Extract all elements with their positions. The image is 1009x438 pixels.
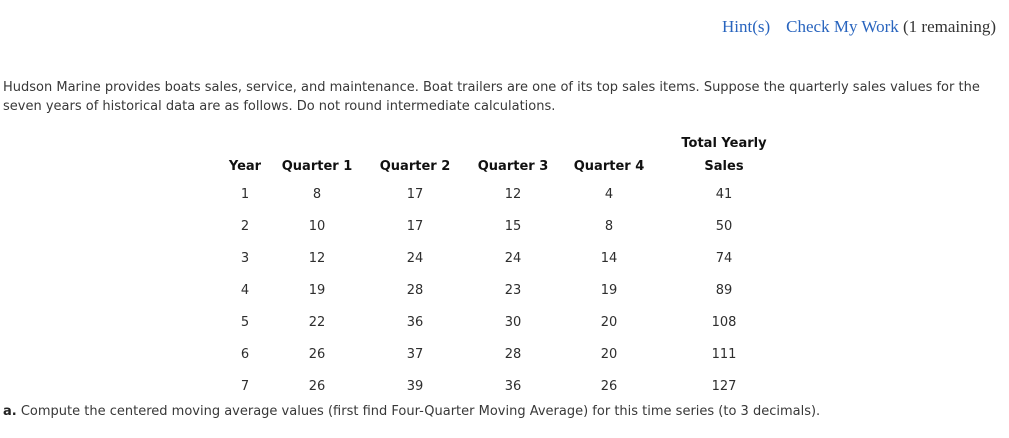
table-cell: 24	[504, 250, 522, 266]
table-cell: 7	[240, 378, 250, 394]
check-my-work-remaining-badge: (1 remaining)	[903, 17, 996, 36]
quarterly-sales-table: Year Quarter 1 Quarter 2 Quarter 3 Quart…	[221, 131, 791, 402]
table-cell: 28	[504, 346, 522, 362]
table-cell: 74	[715, 250, 733, 266]
table-row: 7 26 39 36 26 127	[221, 370, 791, 402]
table-cell: 39	[406, 378, 424, 394]
table-cell: 1	[240, 186, 250, 202]
table-cell: 12	[504, 186, 522, 202]
table-cell: 20	[600, 346, 618, 362]
table-cell: 15	[504, 218, 522, 234]
table-cell: 8	[604, 218, 614, 234]
check-my-work-link[interactable]: Check My Work	[786, 17, 899, 36]
table-header-quarter-2: Quarter 2	[379, 159, 451, 174]
problem-intro-line2: seven years of historical data are as fo…	[3, 98, 556, 114]
table-cell: 22	[308, 314, 326, 330]
table-header-row: Year Quarter 1 Quarter 2 Quarter 3 Quart…	[221, 131, 791, 178]
table-cell: 4	[604, 186, 614, 202]
problem-intro-line1: Hudson Marine provides boats sales, serv…	[3, 80, 980, 95]
table-row: 6 26 37 28 20 111	[221, 338, 791, 370]
table-header-quarter-1: Quarter 1	[281, 159, 353, 174]
table-body: 1 8 17 12 4 41 2 10 17 15 8 50 3 12 24 24 14 74 4 19 28 23 19 8…	[221, 178, 791, 402]
table-row: 3 12 24 24 14 74	[221, 242, 791, 274]
table-cell: 4	[240, 282, 250, 298]
toolbar: Hint(s) Check My Work (1 remaining)	[722, 17, 996, 37]
table-cell: 111	[711, 346, 737, 362]
table-cell: 6	[240, 346, 250, 362]
table-cell: 2	[240, 218, 250, 234]
table-cell: 30	[504, 314, 522, 330]
table-header-total-yearly-sales: Total Yearly Sales	[657, 131, 791, 178]
table-cell: 26	[308, 378, 326, 394]
table-row: 1 8 17 12 4 41	[221, 178, 791, 210]
table-cell: 20	[600, 314, 618, 330]
table-cell: 3	[240, 250, 250, 266]
problem-intro: Hudson Marine provides boats sales, serv…	[3, 79, 1007, 116]
table-cell: 8	[312, 186, 322, 202]
part-a-statement: a. Compute the centered moving average v…	[3, 404, 820, 419]
table-cell: 19	[308, 282, 326, 298]
total-yearly-label: Total Yearly	[681, 136, 767, 151]
table-cell: 5	[240, 314, 250, 330]
table-cell: 12	[308, 250, 326, 266]
part-a-text: Compute the centered moving average valu…	[16, 404, 821, 419]
table-cell: 41	[715, 186, 733, 202]
table-cell: 89	[715, 282, 733, 298]
table-cell: 24	[406, 250, 424, 266]
table-row: 4 19 28 23 19 89	[221, 274, 791, 306]
table-header-year: Year	[228, 159, 262, 174]
table-cell: 36	[406, 314, 424, 330]
table-cell: 26	[600, 378, 618, 394]
table-row: 2 10 17 15 8 50	[221, 210, 791, 242]
table-cell: 17	[406, 186, 424, 202]
table-cell: 23	[504, 282, 522, 298]
table-cell: 28	[406, 282, 424, 298]
table-cell: 17	[406, 218, 424, 234]
table-cell: 26	[308, 346, 326, 362]
part-a-label: a.	[3, 404, 17, 419]
hints-link[interactable]: Hint(s)	[721, 17, 771, 36]
table-cell: 37	[406, 346, 424, 362]
table-header-quarter-4: Quarter 4	[573, 159, 645, 174]
sales-label: Sales	[704, 159, 744, 174]
table-cell: 19	[600, 282, 618, 298]
table-cell: 10	[308, 218, 326, 234]
table-row: 5 22 36 30 20 108	[221, 306, 791, 338]
table-cell: 127	[711, 378, 737, 394]
table-cell: 50	[715, 218, 733, 234]
table-cell: 108	[711, 314, 737, 330]
table-cell: 36	[504, 378, 522, 394]
table-cell: 14	[600, 250, 618, 266]
table-header-quarter-3: Quarter 3	[477, 159, 549, 174]
